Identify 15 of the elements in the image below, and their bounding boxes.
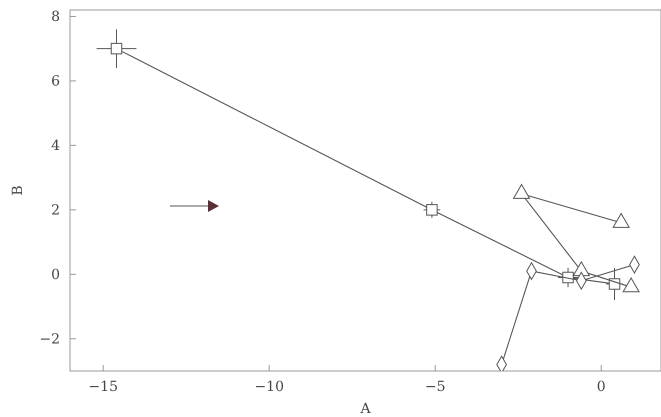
y-tick-label: 8 xyxy=(51,8,60,25)
x-tick-label: −15 xyxy=(88,378,118,395)
y-tick-label: 4 xyxy=(51,138,60,154)
y-tick-label: 2 xyxy=(51,202,60,218)
point xyxy=(110,42,122,54)
y-tick-label: 6 xyxy=(51,73,60,90)
point xyxy=(496,356,507,371)
x-axis-title: A xyxy=(359,401,372,417)
x-tick-label: −5 xyxy=(424,378,446,395)
y-tick-label: −2 xyxy=(39,331,60,348)
x-tick-label: 0 xyxy=(596,378,606,395)
x-tick-label: −10 xyxy=(254,378,284,395)
y-tick-label: 0 xyxy=(51,266,60,283)
y-axis-title: B xyxy=(10,185,26,196)
point xyxy=(426,204,438,216)
